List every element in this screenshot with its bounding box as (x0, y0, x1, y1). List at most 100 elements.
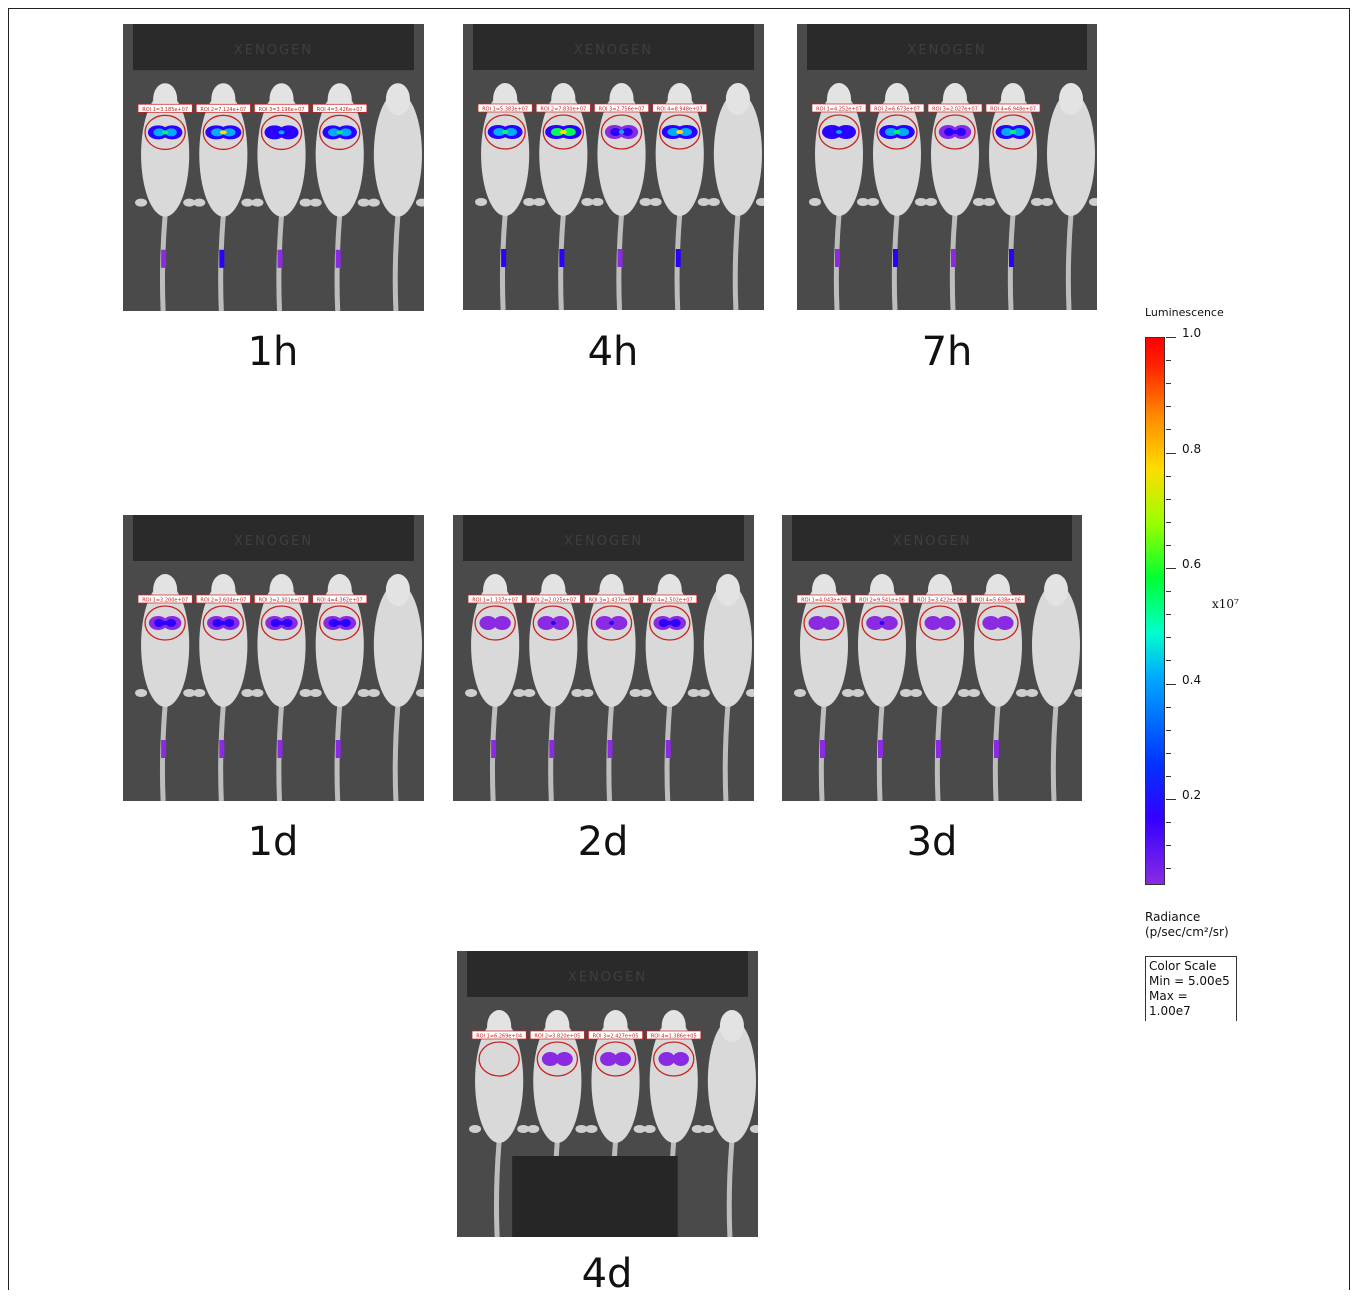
device-label: XENOGEN (574, 43, 653, 58)
device-label: XENOGEN (907, 43, 986, 58)
roi-circle (260, 605, 303, 641)
colorbar-tick-mark (1166, 521, 1171, 523)
roi-label-box (477, 103, 533, 113)
roi-label-box (594, 103, 649, 113)
image-panel-3d: XENOGEN ROI 1=4.043e+06 ROI 2=9.541e+06 ROI… (782, 515, 1082, 801)
roi-label-box (588, 1030, 643, 1040)
mouse: ROI 3=3.196e+07 (251, 83, 312, 311)
image-panel-1d: XENOGEN ROI 1=3.200e+07 ROI 2=3.604e+07 ROI… (123, 515, 424, 801)
roi-circle (876, 114, 918, 150)
colorbar-tick-mark (1166, 614, 1171, 616)
roi-label-box (254, 103, 309, 113)
mouse: ROI 4=2.502e+07 (639, 574, 700, 801)
roi-value: ROI 1=4.043e+06 (801, 598, 847, 604)
roi-circle (590, 605, 633, 641)
roi-label-box (195, 103, 251, 113)
roi-circle (649, 605, 691, 641)
colorbar-tick-mark (1166, 706, 1171, 708)
roi-value: ROI 4=8.948e+07 (657, 107, 703, 113)
mouse (367, 574, 424, 801)
colorbar-tick-mark (1166, 475, 1171, 477)
roi-circle (144, 605, 186, 641)
mouse: ROI 1=5.383e+07 (475, 83, 536, 310)
colorbar-tick-mark (1166, 775, 1171, 777)
mouse: ROI 1=4.043e+06 (794, 574, 854, 801)
roi-circle (478, 1041, 520, 1077)
image-panel-4d: XENOGEN ROI 1=6.269e+04 ROI 2=3.820e+05 ROI… (457, 951, 758, 1237)
mouse: ROI 2=3.604e+07 (193, 574, 254, 801)
mouse: ROI 2=7.830e+07 (533, 83, 594, 310)
mouse-image: XENOGEN ROI 1=4.252e+07 ROI 2=6.673e+07 ROI… (797, 24, 1097, 310)
mouse-image: XENOGEN ROI 1=5.383e+07 ROI 2=7.830e+07 ROI… (463, 24, 764, 310)
roi-circle (542, 114, 585, 150)
roi-label-box (584, 594, 639, 604)
device-label: XENOGEN (234, 43, 313, 58)
mouse: ROI 3=2.027e+07 (925, 83, 985, 310)
roi-label-box (927, 103, 983, 113)
roi-circle (600, 114, 643, 150)
radiance-unit: (p/sec/cm²/sr) (1145, 925, 1229, 939)
radiance-units: Radiance (p/sec/cm²/sr) (1145, 910, 1229, 940)
roi-circle (474, 605, 516, 641)
roi-value: ROI 3=3.196e+07 (259, 107, 305, 113)
roi-label-box (254, 594, 309, 604)
mouse: ROI 3=2.301e+07 (251, 574, 312, 801)
roi-circle (484, 114, 526, 150)
image-panel-7h: XENOGEN ROI 1=4.252e+07 ROI 2=6.673e+07 ROI… (797, 24, 1097, 310)
device-label: XENOGEN (568, 970, 647, 985)
mouse (1041, 83, 1097, 310)
roi-value: ROI 4=3.426e+07 (317, 107, 363, 113)
colorbar-tick-mark (1166, 429, 1171, 431)
color-scale-min: Min = 5.00e5 (1149, 974, 1230, 988)
roi-value: ROI 2=2.025e+07 (530, 598, 576, 604)
roi-label-box (137, 103, 193, 113)
mouse-image: XENOGEN ROI 1=6.269e+04 ROI 2=3.820e+05 ROI… (457, 951, 758, 1237)
roi-value: ROI 4=6.948e+07 (990, 107, 1036, 113)
colorbar-tick-mark (1166, 660, 1171, 662)
roi-circle (319, 605, 361, 641)
mouse: ROI 4=3.426e+07 (309, 83, 370, 311)
mouse: ROI 3=2.756e+07 (591, 83, 652, 310)
colorbar-tick-mark (1166, 868, 1171, 870)
time-label-1d: 1d (247, 819, 299, 865)
colorbar-tick-mark (1166, 845, 1171, 847)
roi-circle (919, 605, 961, 641)
radiance-label: Radiance (1145, 910, 1201, 924)
mouse: ROI 2=2.025e+07 (523, 574, 584, 801)
roi-label-box (811, 103, 867, 113)
colorbar-tick-mark (1166, 452, 1176, 454)
roi-circle (536, 1041, 579, 1077)
mouse (701, 1010, 758, 1237)
roi-circle (594, 1041, 637, 1077)
roi-label-box (312, 103, 368, 113)
mouse: ROI 1=3.185e+07 (135, 83, 196, 311)
roi-circle (977, 605, 1019, 641)
roi-label-box (854, 594, 910, 604)
roi-label-box (652, 103, 708, 113)
mouse-image: XENOGEN ROI 1=1.137e+07 ROI 2=2.025e+07 ROI… (453, 515, 754, 801)
mouse (367, 83, 424, 311)
roi-circle (659, 114, 701, 150)
roi-value: ROI 3=2.427e+05 (593, 1034, 639, 1040)
color-scale-max: Max = 1.00e7 (1149, 989, 1191, 1018)
roi-label-box (796, 594, 852, 604)
mouse: ROI 4=5.638e+06 (968, 574, 1028, 801)
roi-circle (319, 114, 361, 151)
colorbar-tick-label: 0.6 (1182, 557, 1202, 571)
mouse: ROI 2=6.673e+07 (867, 83, 927, 310)
roi-circle (532, 605, 575, 641)
colorbar-tick-label: 0.2 (1182, 788, 1202, 802)
roi-circle (144, 114, 186, 151)
roi-value: ROI 1=6.269e+04 (476, 1034, 522, 1040)
roi-value: ROI 1=1.137e+07 (472, 598, 518, 604)
roi-label-box (195, 594, 251, 604)
roi-label-box (471, 1030, 527, 1040)
mouse (1026, 574, 1082, 801)
roi-value: ROI 1=3.185e+07 (142, 107, 188, 113)
roi-value: ROI 3=3.422e+06 (917, 598, 963, 604)
colorbar-tick-mark (1166, 799, 1176, 800)
device-label: XENOGEN (234, 534, 313, 549)
colorbar-exponent: x10⁷ (1212, 597, 1239, 611)
roi-circle (934, 114, 976, 150)
roi-label-box (970, 594, 1026, 604)
